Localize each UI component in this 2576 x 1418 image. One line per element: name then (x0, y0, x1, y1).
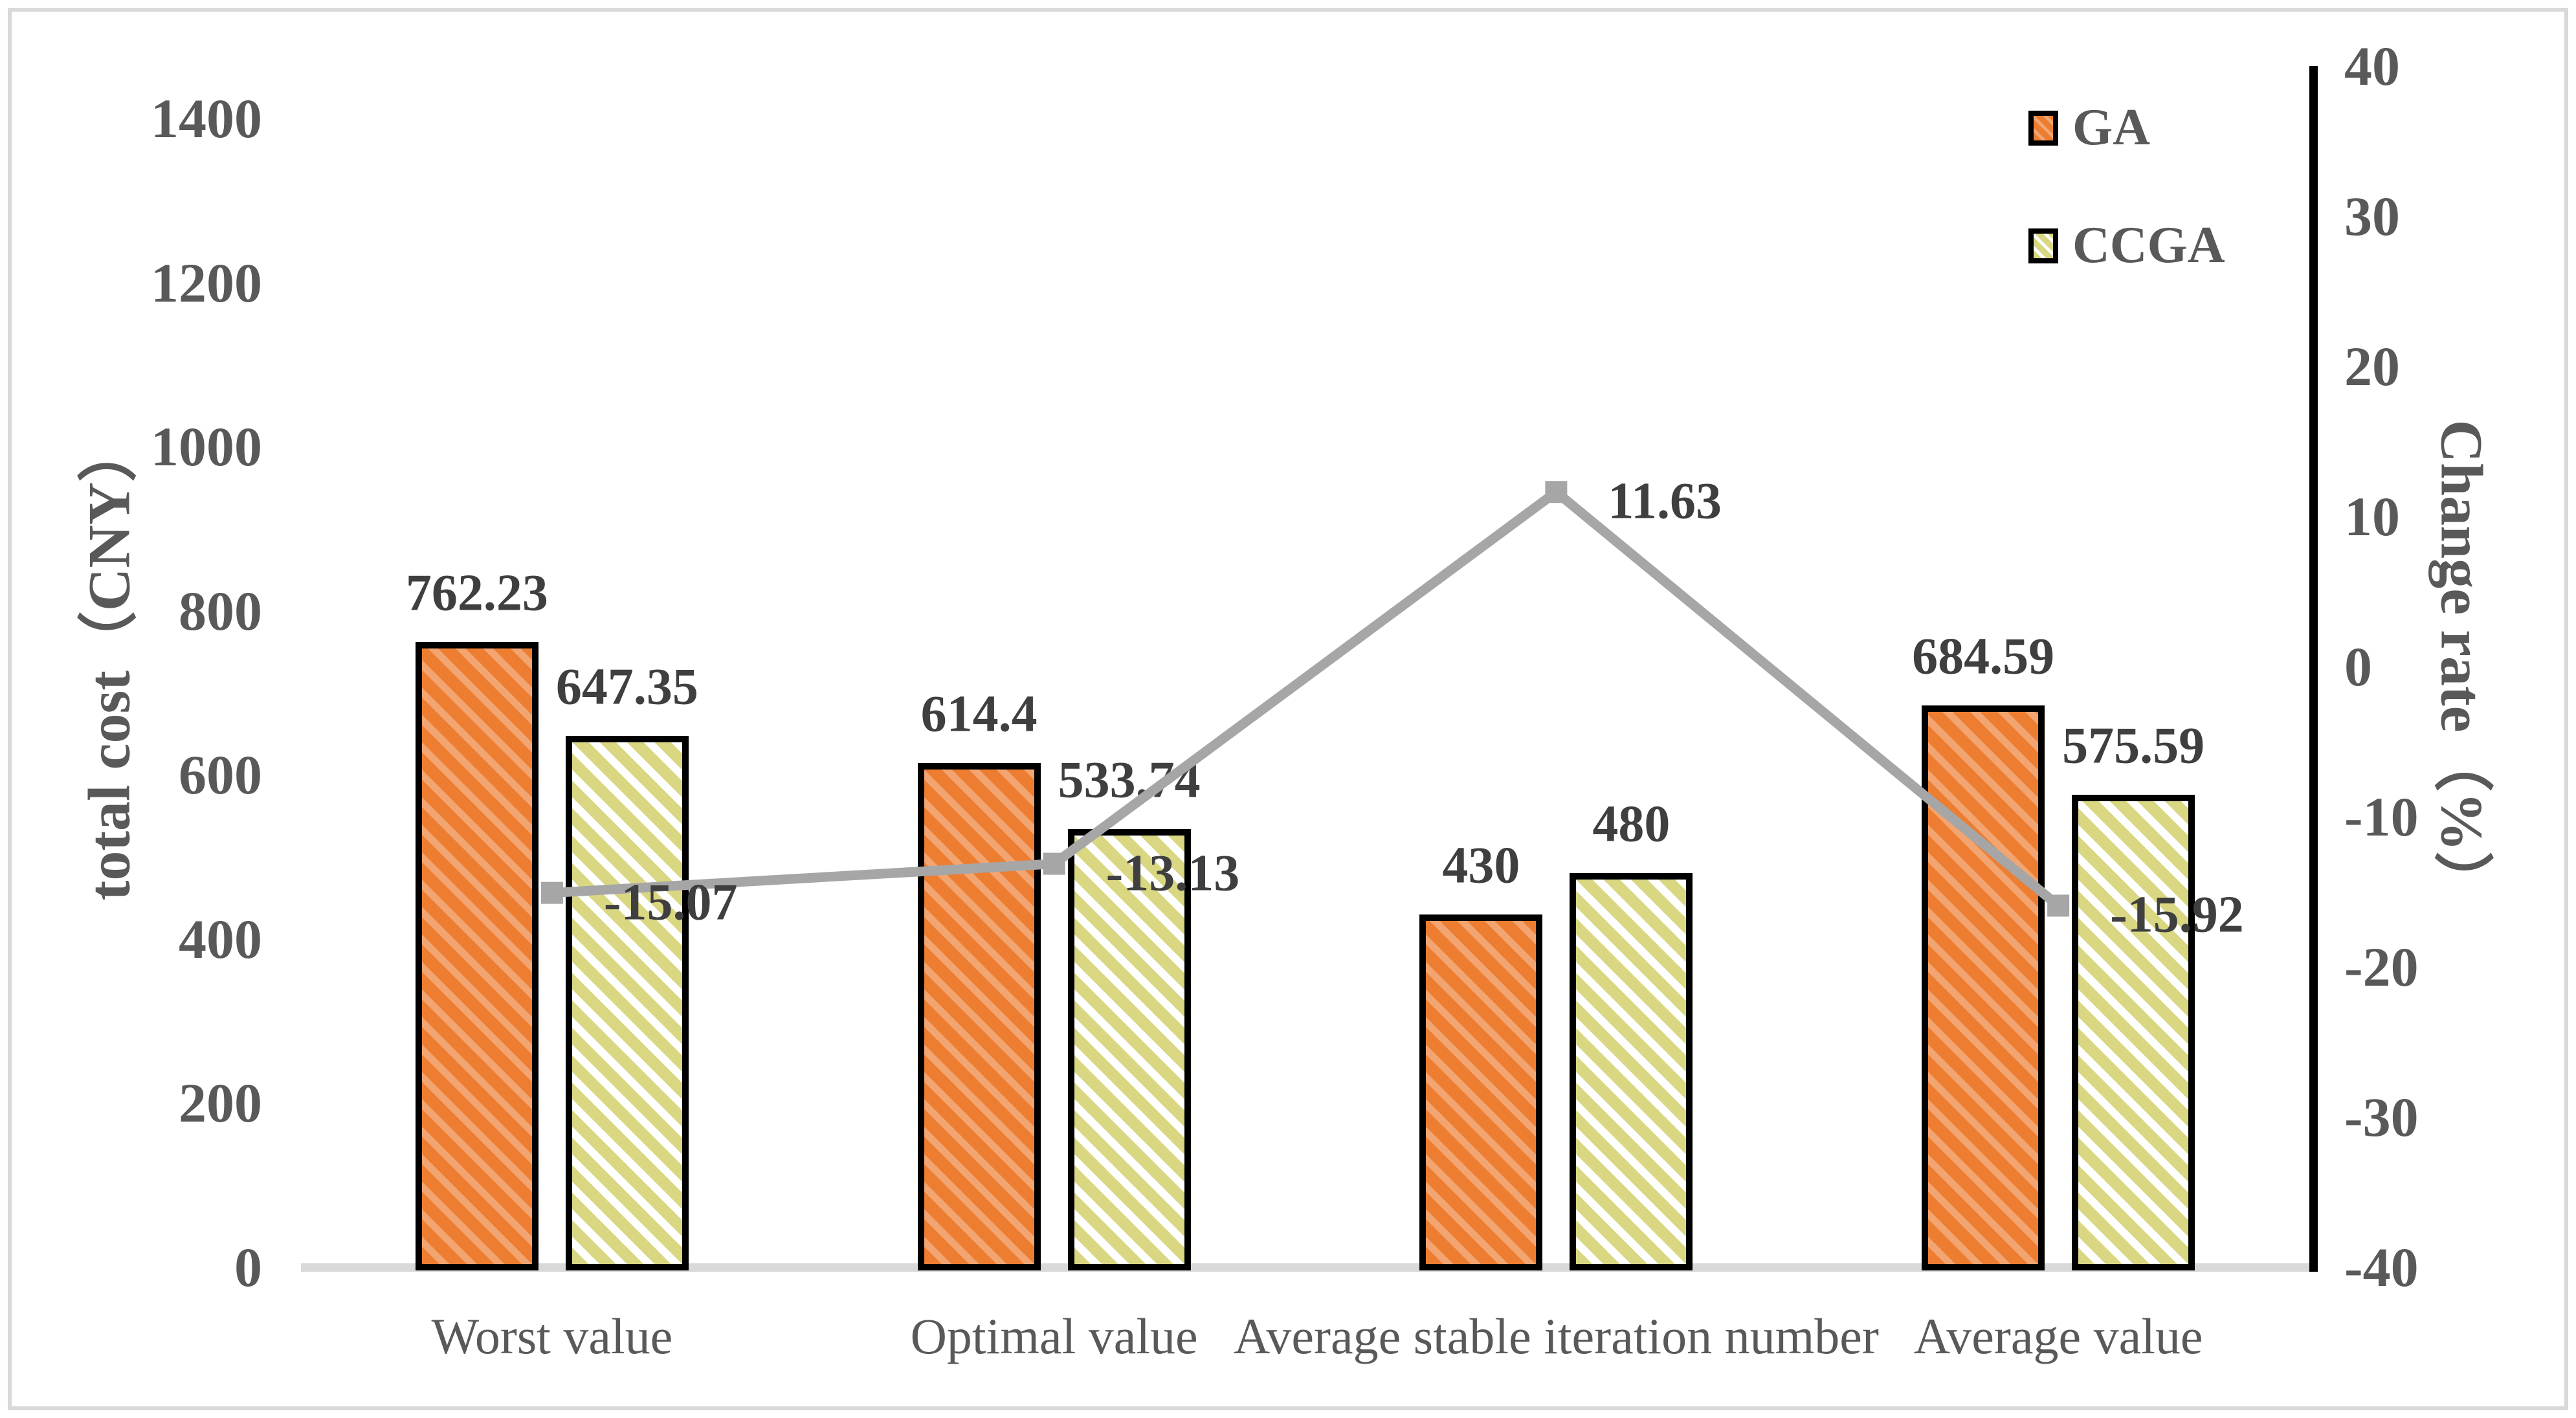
right-axis-tick-label: 20 (2344, 335, 2400, 397)
right-axis-tick-label: -10 (2344, 786, 2419, 848)
bar-ccga-worst-value (565, 736, 689, 1270)
right-axis-line (2309, 66, 2318, 1272)
bar-value-label-ccga-worst-value: 647.35 (555, 658, 698, 716)
category-label-worst-value: Worst value (431, 1308, 673, 1364)
right-axis-title: Change rate（%） (2428, 419, 2495, 911)
left-axis-tick-label: 1400 (151, 87, 262, 150)
bar-ccga-average-stable-iteration-number (1570, 873, 1693, 1270)
bar-ga-average-stable-iteration-number (1419, 914, 1543, 1270)
legend-item-ga: GA (2028, 98, 2150, 157)
left-axis-tick-label: 600 (179, 744, 262, 806)
bar-ga-average-value (1922, 705, 2045, 1270)
legend-item-ccga: CCGA (2028, 216, 2225, 275)
right-axis-tick-label: 10 (2344, 485, 2400, 548)
left-axis-tick-label: 1200 (151, 251, 262, 314)
bar-value-label-ccga-average-value: 575.59 (2062, 717, 2205, 775)
bar-value-label-ga-optimal-value: 614.4 (920, 685, 1038, 743)
line-marker-optimal-value (1043, 852, 1065, 875)
left-axis-tick-label: 400 (179, 907, 262, 970)
right-axis-tick-label: -20 (2344, 936, 2419, 998)
line-value-label-average-stable-iteration-number: 11.63 (1608, 472, 1722, 530)
category-label-average-stable-iteration-number: Average stable iteration number (1233, 1308, 1879, 1364)
bar-ccga-optimal-value (1067, 829, 1191, 1270)
bar-value-label-ccga-optimal-value: 533.74 (1058, 751, 1201, 809)
left-axis-tick-label: 800 (179, 579, 262, 642)
legend-label-ccga: CCGA (2072, 217, 2225, 274)
bar-ga-worst-value (415, 641, 539, 1270)
bar-value-label-ga-average-value: 684.59 (1912, 628, 2055, 685)
line-marker-average-value (2047, 894, 2070, 917)
right-axis-tick-label: -40 (2344, 1236, 2419, 1298)
bar-value-label-ga-average-stable-iteration-number: 430 (1442, 837, 1520, 894)
line-value-label-average-value: -15.92 (2110, 886, 2244, 944)
left-axis-title: total cost（CNY） (76, 422, 142, 901)
category-label-optimal-value: Optimal value (910, 1308, 1198, 1364)
right-axis-tick-label: -30 (2344, 1086, 2419, 1148)
x-axis-line (301, 1263, 2309, 1272)
line-marker-average-stable-iteration-number (1545, 481, 1568, 504)
line-value-label-worst-value: -15.07 (603, 874, 738, 931)
left-axis-tick-label: 0 (234, 1236, 262, 1298)
bar-ga-optimal-value (917, 763, 1041, 1270)
line-marker-worst-value (540, 881, 563, 904)
left-axis-tick-label: 200 (179, 1072, 262, 1135)
line-value-label-optimal-value: -13.13 (1105, 845, 1240, 902)
orange-hatch-swatch-icon (2028, 110, 2058, 146)
bar-value-label-ga-worst-value: 762.23 (405, 564, 548, 622)
left-axis-tick-label: 1000 (151, 415, 262, 478)
right-axis-tick-label: 40 (2344, 35, 2400, 97)
change-rate-polyline (551, 485, 2061, 910)
bar-ccga-average-value (2072, 795, 2195, 1270)
category-label-average-value: Average value (1913, 1308, 2203, 1364)
olive-hatch-swatch-icon (2028, 228, 2058, 263)
bar-value-label-ccga-average-stable-iteration-number: 480 (1592, 795, 1671, 853)
right-axis-tick-label: 0 (2344, 636, 2372, 698)
right-axis-tick-label: 30 (2344, 185, 2400, 247)
legend-label-ga: GA (2072, 99, 2150, 156)
